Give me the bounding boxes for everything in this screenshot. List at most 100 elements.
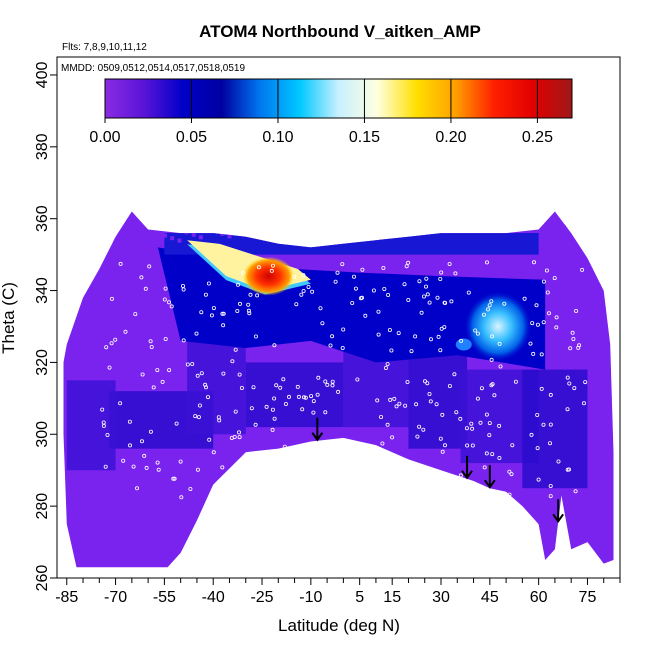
sample-point bbox=[484, 260, 489, 265]
field-edge-cell bbox=[470, 225, 475, 230]
sample-point bbox=[383, 365, 388, 370]
y-tick-label: 340 bbox=[34, 277, 51, 304]
sample-point bbox=[149, 344, 154, 349]
sample-point bbox=[459, 338, 464, 343]
x-tick-label: 5 bbox=[355, 589, 364, 606]
sample-point bbox=[497, 341, 502, 346]
field-edge-cell bbox=[478, 217, 483, 222]
field-edge-cell bbox=[177, 238, 182, 243]
sample-point bbox=[436, 334, 441, 339]
field-edge-cell bbox=[349, 212, 354, 217]
sample-point bbox=[427, 391, 432, 396]
sample-point bbox=[340, 345, 345, 350]
sample-point bbox=[385, 422, 390, 427]
sample-point bbox=[439, 270, 444, 275]
sample-point bbox=[548, 392, 553, 397]
sample-point bbox=[404, 264, 409, 269]
sample-point bbox=[548, 441, 553, 446]
sample-point bbox=[151, 385, 156, 390]
sample-point bbox=[139, 275, 144, 280]
sample-point bbox=[241, 270, 246, 275]
sample-point bbox=[507, 492, 512, 497]
sample-point bbox=[392, 396, 397, 401]
surface-arrow bbox=[484, 465, 496, 489]
sample-point bbox=[565, 467, 570, 472]
field-edge-cell bbox=[291, 224, 296, 229]
colorbar-tick-label: 0.00 bbox=[89, 129, 120, 146]
y-tick-label: 360 bbox=[34, 205, 51, 232]
sample-point bbox=[353, 286, 358, 291]
sample-points bbox=[100, 260, 588, 500]
sample-point bbox=[221, 311, 226, 316]
field-edge-cell bbox=[105, 235, 110, 240]
sample-point bbox=[567, 381, 572, 386]
field-edge-cell bbox=[198, 235, 203, 240]
sample-point bbox=[447, 261, 452, 266]
field-edge-cell bbox=[98, 232, 103, 237]
sample-point bbox=[296, 394, 301, 399]
sample-point bbox=[473, 328, 478, 333]
field-edge-cell bbox=[191, 232, 196, 237]
sample-point bbox=[278, 385, 283, 390]
sample-point bbox=[140, 372, 145, 377]
field-edge-cell bbox=[127, 232, 132, 237]
field-edge-cell bbox=[263, 225, 268, 230]
sample-point bbox=[387, 327, 392, 332]
sample-point bbox=[458, 416, 463, 421]
surface-arrow bbox=[552, 499, 564, 524]
sample-point bbox=[336, 389, 341, 394]
sample-point bbox=[311, 399, 316, 404]
sample-point bbox=[239, 385, 244, 390]
sample-point bbox=[235, 282, 240, 287]
sample-point bbox=[351, 274, 356, 279]
sample-point bbox=[194, 331, 199, 336]
field-edge-cell bbox=[206, 226, 211, 231]
field-edge-cell bbox=[377, 214, 382, 219]
field-edge-cell bbox=[120, 240, 125, 245]
field-edge-cell bbox=[234, 226, 239, 231]
field-edge-cell bbox=[256, 233, 261, 238]
sample-point bbox=[272, 396, 277, 401]
sample-point bbox=[438, 276, 443, 281]
sample-point bbox=[229, 435, 234, 440]
field-edge-cell bbox=[535, 222, 540, 227]
field-edge-cell bbox=[399, 213, 404, 218]
sample-point bbox=[350, 300, 355, 305]
sample-point bbox=[489, 299, 494, 304]
field-patch bbox=[522, 369, 588, 489]
field-edge-cell bbox=[442, 222, 447, 227]
sample-point bbox=[570, 330, 575, 335]
sample-point bbox=[509, 472, 514, 477]
sample-point bbox=[568, 346, 573, 351]
sample-point bbox=[100, 407, 105, 412]
field-edge-cell bbox=[112, 237, 117, 242]
sample-point bbox=[123, 329, 128, 334]
x-tick-label: -85 bbox=[55, 589, 78, 606]
sample-point bbox=[447, 383, 452, 388]
sample-point bbox=[294, 302, 299, 307]
sample-point bbox=[143, 286, 148, 291]
sample-point bbox=[148, 339, 153, 344]
sample-point bbox=[272, 343, 277, 348]
sample-point bbox=[359, 295, 364, 300]
sample-point bbox=[236, 430, 241, 435]
sample-point bbox=[572, 386, 577, 391]
sample-point bbox=[522, 296, 527, 301]
sample-point bbox=[139, 439, 144, 444]
y-tick-label: 320 bbox=[34, 349, 51, 376]
sample-point bbox=[539, 386, 544, 391]
field-edge-cell bbox=[392, 221, 397, 226]
sample-point bbox=[121, 458, 126, 463]
colorbar-tick-label: 0.25 bbox=[522, 129, 553, 146]
field-edge-cell bbox=[585, 223, 590, 228]
sample-point bbox=[487, 433, 492, 438]
sample-point bbox=[513, 379, 518, 384]
sample-point bbox=[409, 349, 414, 354]
sample-point bbox=[233, 347, 238, 352]
sample-point bbox=[206, 281, 211, 286]
sample-point bbox=[335, 270, 340, 275]
field-edge-cell bbox=[141, 237, 146, 242]
sample-point bbox=[541, 279, 546, 284]
x-tick-label: -55 bbox=[153, 589, 176, 606]
y-axis: 260 280 300 320 340 360 380 400 bbox=[34, 62, 57, 591]
